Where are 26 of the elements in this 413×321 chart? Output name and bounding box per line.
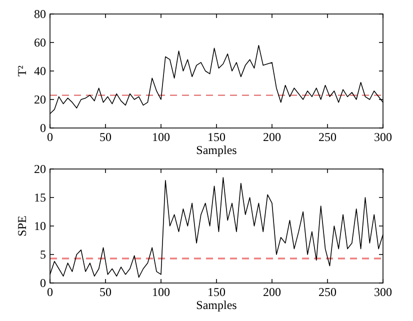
x-tick-label: 200 — [263, 130, 281, 144]
x-tick-label: 250 — [318, 130, 336, 144]
x-tick-label: 100 — [152, 285, 170, 299]
x-tick-label: 50 — [100, 130, 112, 144]
y-tick-label: 80 — [34, 7, 46, 21]
y-tick-label: 5 — [40, 248, 46, 262]
x-tick-label: 150 — [208, 130, 226, 144]
x-axis-title: Samples — [196, 143, 238, 157]
x-tick-label: 300 — [374, 130, 392, 144]
y-axis-title: T² — [15, 65, 29, 76]
y-tick-label: 40 — [34, 64, 46, 78]
y-axis-title: SPE — [15, 216, 29, 236]
x-tick-label: 200 — [263, 285, 281, 299]
y-tick-label: 20 — [34, 92, 46, 106]
x-tick-label: 50 — [100, 285, 112, 299]
x-axis-title: Samples — [196, 298, 238, 312]
y-tick-label: 60 — [34, 36, 46, 50]
y-tick-label: 0 — [40, 276, 46, 290]
x-tick-label: 100 — [152, 130, 170, 144]
y-tick-label: 0 — [40, 121, 46, 135]
x-tick-label: 250 — [318, 285, 336, 299]
x-tick-label: 150 — [208, 285, 226, 299]
y-tick-label: 20 — [34, 162, 46, 176]
x-tick-label: 300 — [374, 285, 392, 299]
y-tick-label: 10 — [34, 219, 46, 233]
y-tick-label: 15 — [34, 190, 46, 204]
